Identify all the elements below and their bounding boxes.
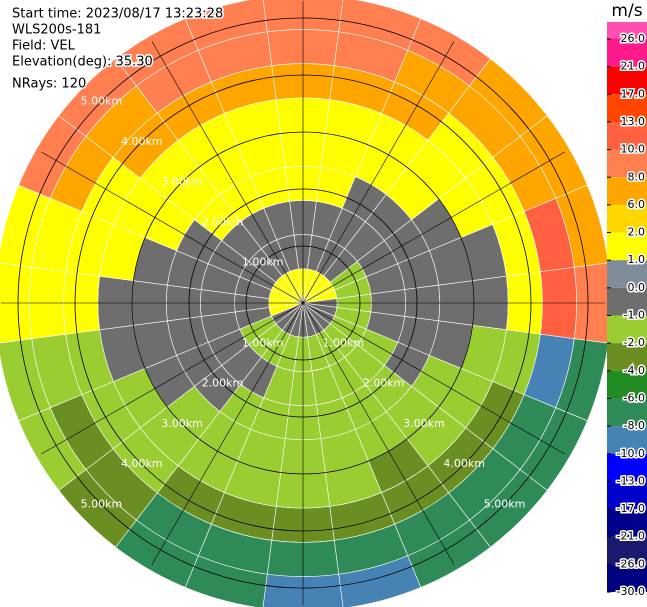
ring-label: 2.00km (202, 215, 244, 228)
range-gate (184, 0, 268, 51)
colorbar-tick-label: -8.0 (624, 419, 645, 432)
colorbar-tick-label: -21.0 (617, 530, 645, 543)
colorbar-bin (607, 121, 647, 150)
spoke (302, 302, 565, 455)
colorbar-tick-label: -26.0 (617, 557, 645, 570)
colorbar-tick-label: 2.0 (628, 226, 646, 239)
colorbar-tick-label: 10.0 (621, 143, 646, 156)
ring-label: 5.00km (81, 498, 123, 511)
radar-field (0, 0, 612, 607)
ring-label: 1.00km (242, 256, 284, 269)
spoke (151, 41, 304, 304)
spoke (151, 302, 304, 565)
colorbar-bin (607, 177, 647, 205)
colorbar-bin (607, 66, 647, 95)
ring-label: 4.00km (443, 457, 485, 470)
colorbar-bin (607, 39, 647, 67)
spoke (302, 302, 455, 565)
ring-label: 3.00km (161, 175, 203, 188)
colorbar-tick-label: -6.0 (624, 391, 645, 404)
range-ring (74, 74, 532, 532)
colorbar-bin (607, 343, 647, 371)
colorbar-bin (607, 536, 647, 565)
colorbar-tick-label: -1.0 (624, 309, 645, 322)
range-ring (131, 131, 475, 475)
colorbar-bin (607, 426, 647, 454)
ring-label: 3.00km (403, 417, 445, 430)
colorbar-bin (607, 370, 647, 399)
spoke (41, 151, 304, 304)
spoke (41, 302, 304, 455)
colorbar-tick-label: -13.0 (617, 474, 645, 487)
colorbar: m/s 26.0 21.0 17.0 13.0 10.0 8.0 6.0 2.0 1.0 0.0 -… (607, 1, 647, 600)
info-line: WLS200s-181 (12, 23, 101, 38)
colorbar-bin (607, 94, 647, 122)
colorbar-tick-label: 8.0 (628, 170, 646, 183)
colorbar-bin (607, 564, 647, 592)
colorbar-bin (607, 287, 647, 316)
ring-label: 3.00km (161, 417, 203, 430)
colorbar-tick-label: -30.0 (617, 585, 645, 598)
ring-label: 5.00km (81, 94, 123, 107)
spoke (302, 41, 455, 304)
info-line: Field: VEL (12, 39, 76, 54)
colorbar-tick-label: 21.0 (621, 60, 646, 73)
spoke (302, 151, 565, 304)
colorbar-tick-label: 26.0 (621, 32, 646, 45)
ring-label: 4.00km (121, 457, 163, 470)
colorbar-bin (607, 315, 647, 344)
colorbar-tick-label: 6.0 (628, 198, 646, 211)
range-ring (17, 17, 589, 589)
ring-label: 1.00km (323, 336, 365, 349)
ring-label: 2.00km (202, 377, 244, 390)
ring-label: 4.00km (121, 135, 163, 148)
colorbar-bin (607, 22, 647, 39)
colorbar-title: m/s (611, 1, 642, 21)
info-line: NRays: 120 (12, 77, 86, 92)
info-line: Start time: 2023/08/17 13:23:28 (12, 7, 223, 22)
colorbar-tick-label: -17.0 (617, 502, 645, 515)
colorbar-bin (607, 260, 647, 288)
colorbar-bin (607, 509, 647, 537)
colorbar-bin (607, 204, 647, 233)
colorbar-tick-label: -2.0 (624, 336, 645, 349)
info-line: Elevation(deg): 35.30 (12, 55, 153, 70)
colorbar-tick-label: 0.0 (628, 281, 646, 294)
colorbar-bin (607, 453, 647, 482)
colorbar-bin (607, 149, 647, 178)
ring-label: 1.00km (242, 336, 284, 349)
colorbar-bin (607, 481, 647, 510)
ring-label: 2.00km (363, 377, 405, 390)
range-ring (188, 188, 418, 418)
colorbar-bin (607, 232, 647, 261)
colorbar-tick-label: 1.0 (628, 253, 646, 266)
colorbar-tick-label: 17.0 (621, 87, 646, 100)
ring-label: 5.00km (484, 498, 526, 511)
range-ring (245, 245, 361, 361)
colorbar-tick-label: -10.0 (617, 447, 645, 460)
info-block: Start time: 2023/08/17 13:23:28WLS200s-1… (11, 5, 225, 93)
colorbar-tick-label: 13.0 (621, 115, 646, 128)
colorbar-tick-label: -4.0 (624, 364, 645, 377)
colorbar-bin (607, 398, 647, 427)
overlay: 1.00km 1.00km 1.00km 2.00km 2.00km 2.00km 3.00… (0, 0, 606, 606)
